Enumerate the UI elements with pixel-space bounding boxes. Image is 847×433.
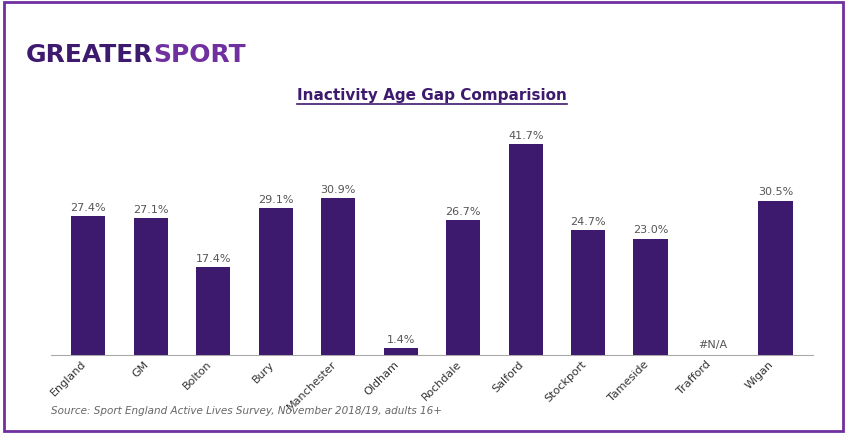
Text: 27.4%: 27.4%: [70, 203, 106, 213]
Text: 24.7%: 24.7%: [570, 217, 606, 227]
Bar: [71, 216, 106, 355]
Text: 1.4%: 1.4%: [386, 335, 415, 345]
Text: GREATER: GREATER: [25, 43, 153, 67]
Text: 27.1%: 27.1%: [133, 205, 169, 215]
Bar: [446, 220, 480, 355]
Bar: [758, 200, 793, 355]
Bar: [384, 348, 418, 355]
Text: 29.1%: 29.1%: [258, 194, 294, 204]
Text: Source: Sport England Active Lives Survey, November 2018/19, adults 16+: Source: Sport England Active Lives Surve…: [51, 406, 442, 416]
Bar: [258, 207, 293, 355]
Text: #N/A: #N/A: [699, 340, 728, 350]
Title: Inactivity Age Gap Comparision: Inactivity Age Gap Comparision: [297, 88, 567, 103]
Text: 17.4%: 17.4%: [196, 254, 231, 264]
Bar: [321, 198, 356, 355]
Text: 30.5%: 30.5%: [758, 187, 794, 197]
Bar: [634, 239, 667, 355]
Bar: [134, 218, 168, 355]
Bar: [508, 144, 543, 355]
Text: 41.7%: 41.7%: [508, 131, 544, 141]
Text: 30.9%: 30.9%: [320, 185, 356, 195]
Text: 23.0%: 23.0%: [633, 226, 668, 236]
Text: 26.7%: 26.7%: [446, 207, 481, 217]
Bar: [571, 230, 606, 355]
Bar: [197, 267, 230, 355]
Text: SPORT: SPORT: [153, 43, 246, 67]
